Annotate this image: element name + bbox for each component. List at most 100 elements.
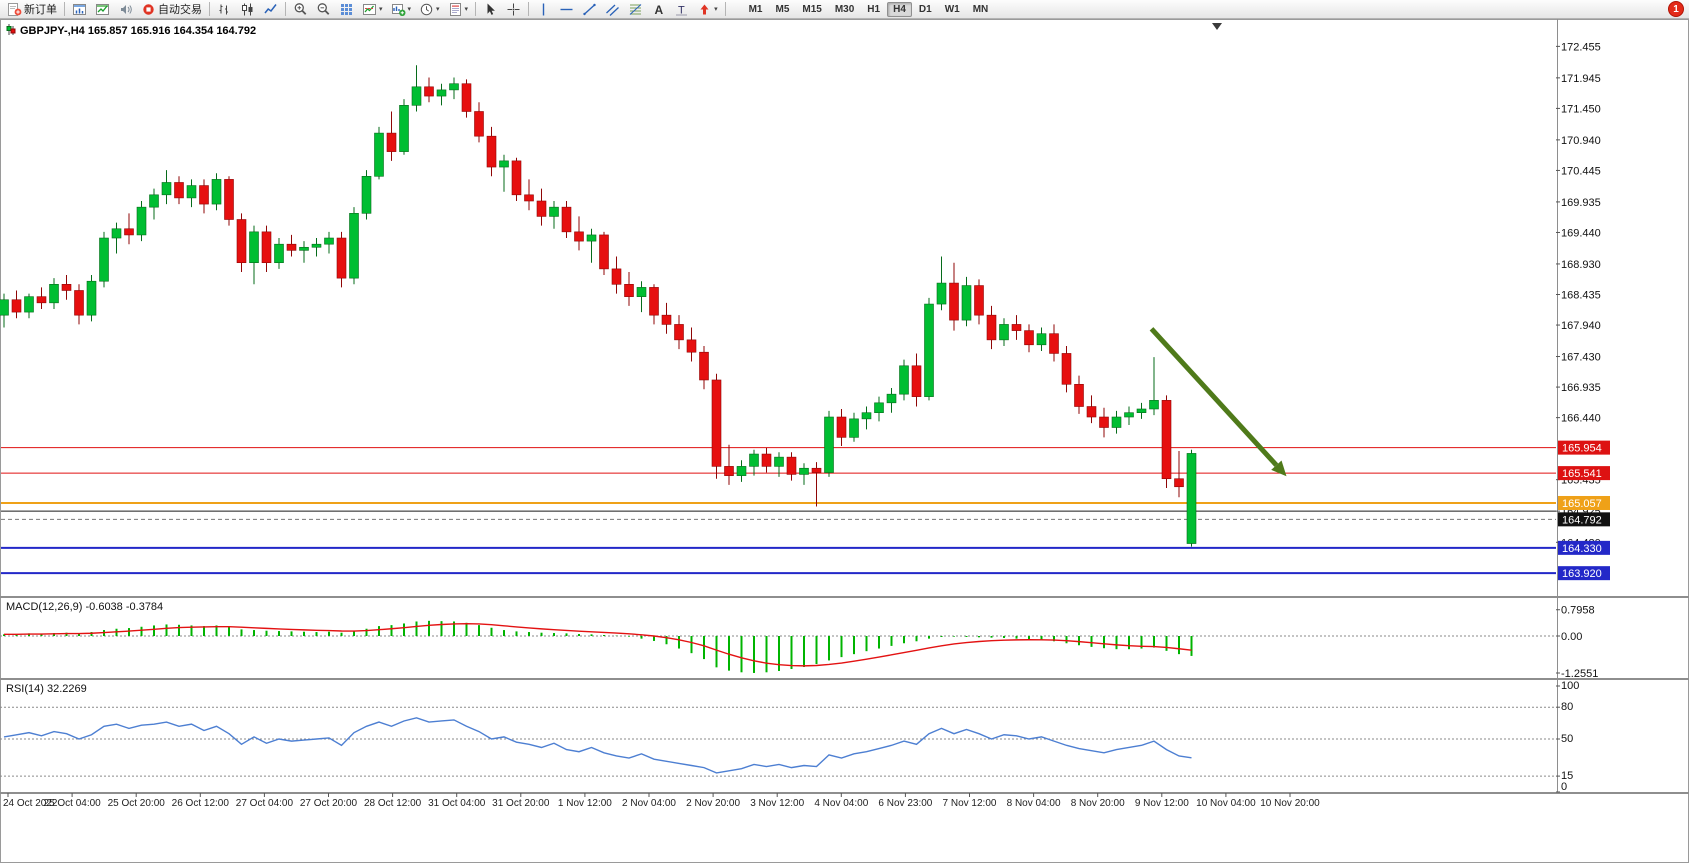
svg-text:172.455: 172.455	[1561, 41, 1601, 53]
svg-text:0.00: 0.00	[1561, 631, 1582, 643]
svg-text:165.954: 165.954	[1562, 443, 1602, 455]
autotrading-button[interactable]: 自动交易	[137, 0, 206, 19]
svg-text:A: A	[655, 3, 664, 17]
trend-arrow-annotation[interactable]	[1149, 327, 1287, 477]
timeframe-m1-button[interactable]: M1	[748, 3, 763, 15]
timeframe-m5-button[interactable]: M5	[775, 3, 790, 15]
zoom-in-button[interactable]	[289, 0, 312, 19]
chart-title: GBPJPY-,H4 165.857 165.916 164.354 164.7…	[6, 24, 256, 38]
label-button[interactable]: T	[670, 0, 693, 19]
chart-shift-marker-icon	[1212, 23, 1222, 30]
svg-text:2 Nov 04:00: 2 Nov 04:00	[622, 798, 676, 809]
chevron-down-icon: ▾	[714, 5, 718, 13]
toolbar-separator	[209, 2, 210, 16]
channel-button[interactable]	[601, 0, 624, 19]
grid-icon	[339, 2, 354, 17]
zoom-in-icon	[293, 2, 308, 17]
chart-symbol-icon	[6, 24, 16, 38]
svg-text:25 Oct 04:00: 25 Oct 04:00	[43, 798, 101, 809]
zoom-out-button[interactable]	[312, 0, 335, 19]
svg-text:-1.2551: -1.2551	[1561, 668, 1598, 680]
macd-value: -0.6038	[85, 601, 123, 613]
timeframe-m15-button[interactable]: M15	[802, 3, 822, 15]
svg-text:6 Nov 23:00: 6 Nov 23:00	[878, 798, 932, 809]
candles	[0, 65, 1197, 547]
svg-text:25 Oct 20:00: 25 Oct 20:00	[108, 798, 166, 809]
svg-text:3 Nov 12:00: 3 Nov 12:00	[750, 798, 804, 809]
toolbar-separator	[64, 2, 65, 16]
svg-text:165.057: 165.057	[1562, 498, 1602, 510]
ohlc-bars-icon	[217, 2, 232, 17]
level-lines[interactable]: 165.954 165.541 165.057 164.330 163.920	[1, 440, 1610, 581]
arrows-icon	[697, 2, 712, 17]
svg-text:167.430: 167.430	[1561, 352, 1601, 364]
svg-text:10 Nov 04:00: 10 Nov 04:00	[1196, 798, 1256, 809]
rsi-panel[interactable]	[0, 680, 1556, 792]
vline-icon	[536, 2, 551, 17]
add-chart-button[interactable]: ▾	[387, 0, 416, 19]
macd-panel[interactable]	[0, 598, 1556, 678]
text-icon: A	[651, 2, 666, 17]
toolbar-separator	[475, 2, 477, 16]
svg-text:0: 0	[1561, 781, 1567, 793]
macd-axis-labels: 0.7958 0.00 -1.2551	[1556, 605, 1598, 680]
timeframe-toolbar: M1 M5 M15 M30 H1 H4 D1 W1 MN	[743, 1, 995, 17]
svg-text:171.945: 171.945	[1561, 73, 1601, 85]
chevron-down-icon: ▾	[407, 5, 412, 13]
svg-text:26 Oct 12:00: 26 Oct 12:00	[172, 798, 230, 809]
candlestick-button[interactable]	[236, 0, 259, 19]
bar-chart-button[interactable]	[213, 0, 236, 19]
chart-window-button[interactable]	[68, 0, 91, 19]
indicators-button[interactable]: ▾	[358, 0, 387, 19]
alerts-icon	[118, 2, 133, 17]
fibonacci-button[interactable]	[624, 0, 647, 19]
period-button[interactable]: ▾	[415, 0, 444, 19]
time-axis[interactable]	[0, 794, 1689, 812]
macd-name: MACD(12,26,9)	[6, 601, 83, 613]
price-axis[interactable]	[1557, 19, 1689, 793]
templates-button[interactable]: ▾	[444, 0, 473, 19]
svg-text:31 Oct 20:00: 31 Oct 20:00	[492, 798, 550, 809]
crosshair-icon	[506, 2, 521, 17]
vline-button[interactable]	[532, 0, 555, 19]
trendline-button[interactable]	[578, 0, 601, 19]
timeframe-m30-button[interactable]: M30	[834, 3, 855, 15]
indicators-icon	[362, 2, 377, 17]
hline-button[interactable]	[555, 0, 578, 19]
svg-text:100: 100	[1561, 680, 1579, 692]
svg-text:166.935: 166.935	[1561, 382, 1601, 394]
new-order-button-label: 新订单	[24, 4, 57, 16]
main-plot-area[interactable]	[0, 19, 1556, 596]
svg-text:169.440: 169.440	[1561, 227, 1601, 239]
svg-text:164.330: 164.330	[1562, 543, 1602, 555]
toolbar-separator	[528, 2, 530, 16]
alerts-button[interactable]	[114, 0, 137, 19]
notification-badge[interactable]: 1	[1668, 1, 1684, 17]
timeframe-h1-button[interactable]: H1	[867, 3, 881, 15]
line-chart-button[interactable]	[259, 0, 282, 19]
tile-windows-button[interactable]	[335, 0, 358, 19]
profiles-button[interactable]	[91, 0, 114, 19]
svg-text:50: 50	[1561, 733, 1573, 745]
svg-text:8 Nov 20:00: 8 Nov 20:00	[1071, 798, 1125, 809]
current-price-marker: 164.792	[1, 512, 1610, 527]
svg-text:166.440: 166.440	[1561, 413, 1601, 425]
svg-text:27 Oct 20:00: 27 Oct 20:00	[300, 798, 358, 809]
timeframe-mn-button[interactable]: MN	[972, 3, 989, 15]
svg-text:165.541: 165.541	[1562, 468, 1602, 480]
timeframe-d1-button[interactable]: D1	[918, 3, 932, 15]
svg-text:169.935: 169.935	[1561, 197, 1601, 209]
crosshair-button[interactable]	[502, 0, 525, 19]
text-button[interactable]: A	[647, 0, 670, 19]
chart-window-icon	[72, 2, 87, 17]
channel-icon	[605, 2, 620, 17]
timeframe-h4-button[interactable]: H4	[887, 1, 912, 17]
new-order-button[interactable]: 新订单	[3, 0, 61, 19]
arrows-button[interactable]: ▾	[693, 0, 722, 19]
toolbar-separator	[285, 2, 286, 16]
timeframe-w1-button[interactable]: W1	[944, 3, 960, 15]
svg-text:15: 15	[1561, 770, 1573, 782]
cursor-button[interactable]	[479, 0, 502, 19]
svg-text:163.920: 163.920	[1562, 568, 1602, 580]
